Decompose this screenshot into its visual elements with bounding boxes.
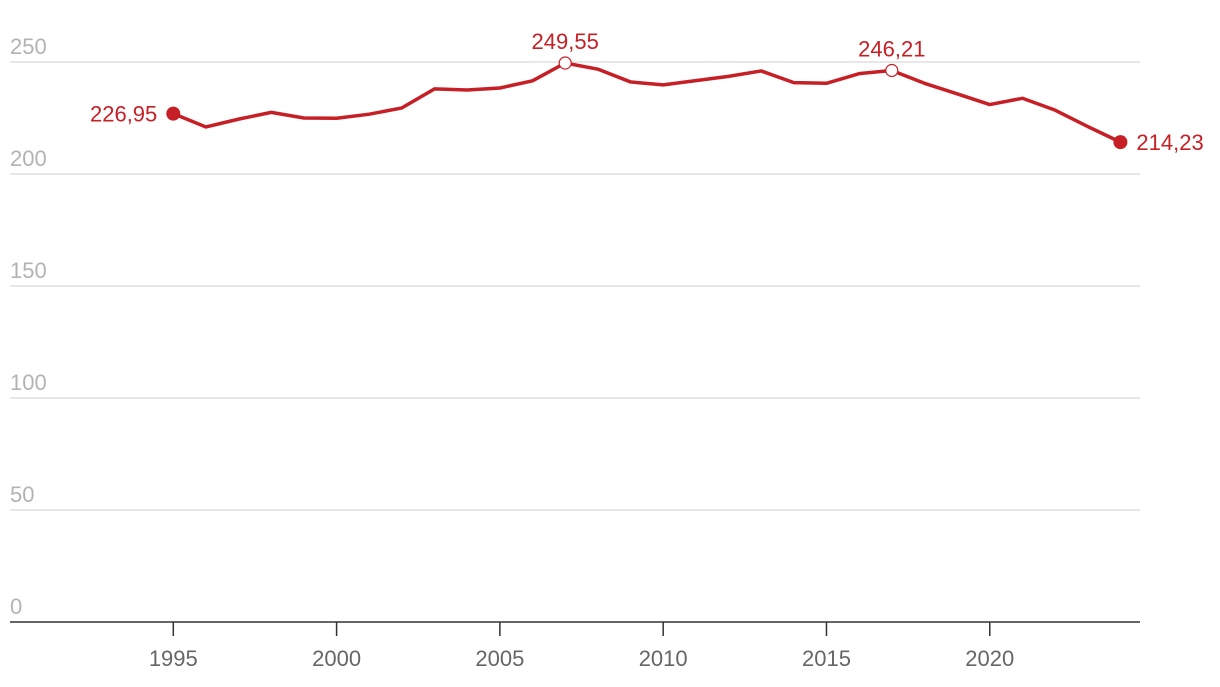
highlight-point-marker [885,63,899,78]
gridlines [10,61,1140,511]
y-tick-label: 150 [10,258,47,283]
y-tick-label: 200 [10,146,47,171]
x-tick-label: 2015 [802,646,851,671]
y-tick-label: 100 [10,370,47,395]
y-tick-label: 50 [10,482,34,507]
x-tick-label: 2010 [639,646,688,671]
y-tick-label: 250 [10,34,47,59]
annotations: 226,95 249,55 246,21 214,23 [90,29,1204,155]
highlight-point-marker [166,106,181,121]
x-tick-label: 1995 [149,646,198,671]
x-axis: 1995 2000 2005 2010 2015 2020 [10,621,1140,671]
data-label: 214,23 [1136,130,1203,155]
highlight-point-marker [558,56,572,70]
series-layer [171,61,1123,144]
x-tick-label: 2000 [312,646,361,671]
data-label: 246,21 [858,36,925,61]
highlight-point-marker [1113,135,1128,150]
series-line [171,61,1123,144]
data-label: 226,95 [90,102,157,127]
x-tick-label: 2020 [965,646,1014,671]
y-tick-label: 0 [10,594,22,619]
x-tick-label: 2005 [475,646,524,671]
y-axis-tick-labels: 0 50 100 150 200 250 [10,34,47,619]
data-label: 249,55 [532,29,599,54]
